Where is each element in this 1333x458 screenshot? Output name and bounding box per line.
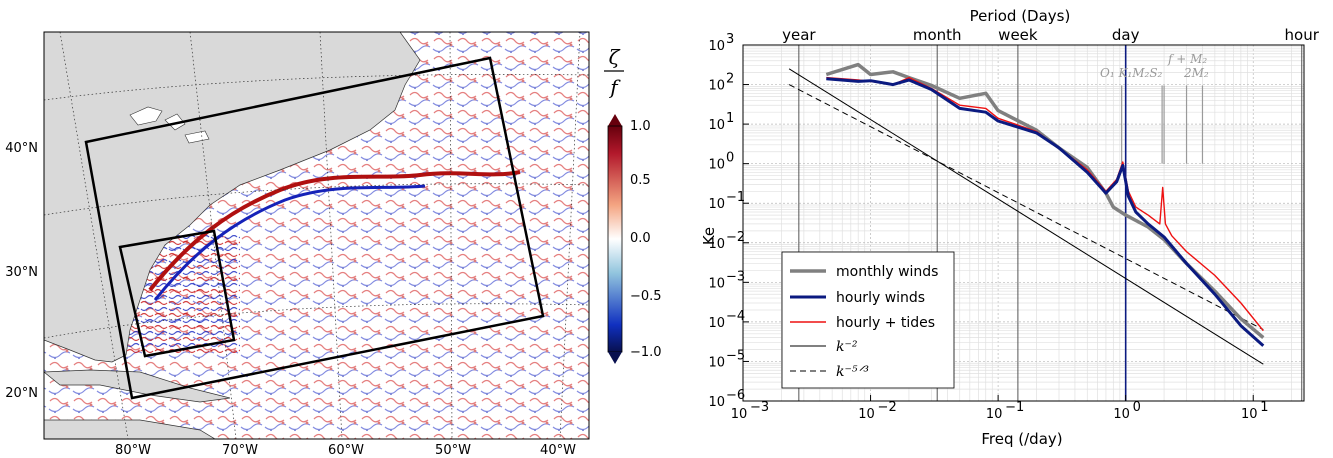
x-tick-exponent: 1 (1260, 400, 1268, 415)
legend: monthly winds hourly winds hourly + tide… (781, 251, 955, 389)
tidal-label-2m2: 2M₂ (1183, 66, 1209, 80)
legend-label-k53: k⁻⁵ᐟ³ (836, 364, 869, 380)
graticule (44, 32, 589, 439)
y-tick-label: 10 (708, 316, 725, 331)
longitude-ticks: 80°W 70°W 60°W 50°W 40°W (115, 443, 576, 458)
tidal-label-upper: f + M₂ (1167, 52, 1207, 66)
x-tick-label: 10 (858, 407, 875, 422)
period-label-hour: hour (1285, 26, 1320, 44)
colorbar-tick: 1.0 (630, 119, 651, 134)
lat-tick-label: 20°N (5, 386, 38, 401)
outer-domain (84, 56, 545, 400)
legend-box (781, 251, 955, 389)
colorbar-max-extend (608, 114, 622, 126)
colorbar-tick: 0.5 (630, 173, 651, 188)
great-lakes (129, 106, 210, 144)
y-tick-label: 10 (708, 395, 725, 410)
y-tick-exponent: 1 (726, 111, 734, 126)
lon-tick-label: 40°W (540, 443, 576, 458)
colorbar-ramp (607, 125, 623, 353)
lat-tick-label: 40°N (5, 141, 38, 156)
legend-label-k2: k⁻² (836, 339, 858, 355)
colorbar-min-extend (608, 352, 622, 364)
y-tick-label: 10 (708, 39, 725, 54)
lon-tick-label: 80°W (115, 443, 151, 458)
y-tick-label: 10 (708, 79, 725, 94)
colorbar-tick: 0.0 (630, 231, 651, 246)
vorticity-map: 40°N 30°N 20°N 80°W 70°W 60°W 50°W 40°W … (5, 31, 662, 458)
colorbar-label-numerator: ζ (609, 45, 621, 69)
x-tick-exponent: −3 (750, 400, 769, 415)
land-caribbean (44, 369, 231, 403)
tidal-label-lower: O₁ K₁M₂S₂ (1100, 66, 1163, 80)
x-tick-label: 10 (1113, 407, 1130, 422)
tidal-lines (1121, 85, 1204, 164)
y-tick-exponent: 0 (726, 151, 734, 166)
legend-label-monthly: monthly winds (836, 264, 938, 280)
colorbar-ticks: 1.0 0.5 0.0 −0.5 −1.0 (630, 119, 662, 360)
x-tick-label: 10 (986, 407, 1003, 422)
y-tick-exponent: −3 (726, 269, 745, 284)
series-group (788, 62, 1265, 365)
plot-frame (742, 44, 1305, 402)
y-tick-label: 10 (708, 197, 725, 212)
period-label-week: week (998, 26, 1038, 44)
y-tick-exponent: 2 (726, 72, 734, 87)
map-frame (43, 31, 590, 440)
period-label-day: day (1112, 26, 1140, 44)
period-label-month: month (913, 26, 962, 44)
gulf-stream-edge (153, 184, 426, 301)
y-tick-exponent: −2 (726, 230, 745, 245)
latitude-ticks: 40°N 30°N 20°N (5, 141, 38, 401)
period-labels: year month week day hour (782, 26, 1320, 44)
colorbar-tick: −0.5 (630, 289, 662, 304)
y-tick-exponent: −5 (726, 348, 745, 363)
inner-domain (118, 229, 236, 358)
colorbar: ζ f 1.0 0.5 0.0 −0.5 −1.0 (604, 45, 662, 364)
series-line-1 (826, 77, 1265, 347)
series-line-4 (788, 84, 1264, 331)
y-tick-label: 10 (708, 158, 725, 173)
colorbar-tick: −1.0 (630, 345, 662, 360)
x-axis-ticks: 10 −3 10 −2 10 −1 10 0 10 1 (731, 395, 1269, 422)
colorbar-label-denominator: f (608, 75, 621, 99)
legend-label-hourly: hourly winds (836, 290, 925, 306)
x-tick-label: 10 (1241, 407, 1258, 422)
x-tick-exponent: 0 (1133, 400, 1141, 415)
y-tick-exponent: 3 (726, 32, 734, 47)
x-tick-exponent: −2 (878, 400, 897, 415)
y-tick-exponent: −4 (726, 309, 745, 324)
y-tick-label: 10 (708, 276, 725, 291)
period-label-year: year (782, 26, 816, 44)
y-axis-label: Ke (700, 227, 718, 245)
x-tick-label: 10 (731, 407, 748, 422)
y-tick-label: 10 (708, 355, 725, 370)
ke-spectrum-chart: 10 −3 10 −2 10 −1 10 0 10 1 10 −610 −510 −410 −310 −21… (700, 7, 1320, 448)
y-tick-exponent: −6 (726, 388, 745, 403)
lon-tick-label: 50°W (435, 443, 471, 458)
lon-tick-label: 70°W (222, 443, 258, 458)
top-axis-label: Period (Days) (970, 7, 1071, 25)
y-tick-label: 10 (708, 118, 725, 133)
legend-label-tides: hourly + tides (836, 315, 935, 331)
y-tick-exponent: −1 (726, 190, 745, 205)
series-line-3 (788, 68, 1264, 365)
lat-tick-label: 30°N (5, 265, 38, 280)
y-tick-label: 10 (708, 237, 725, 252)
x-axis-label: Freq (/day) (981, 430, 1062, 448)
x-tick-exponent: −1 (1005, 400, 1024, 415)
land-south-america (44, 419, 216, 439)
grid (743, 45, 1304, 401)
lon-tick-label: 60°W (328, 443, 364, 458)
